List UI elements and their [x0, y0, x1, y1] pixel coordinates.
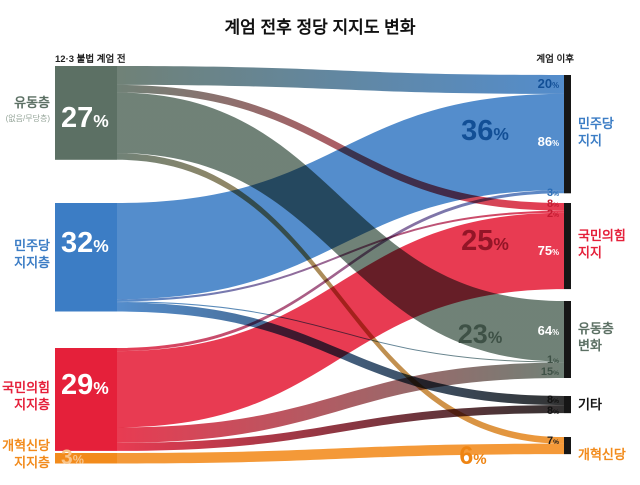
node-value-reform_before: 3%: [61, 446, 84, 469]
node-label-dem_before: 민주당: [14, 238, 50, 253]
flow-label-floating_before-dem_after: 20%: [538, 76, 559, 91]
node-value-floating_before: 27%: [61, 102, 109, 134]
flow-reform_before-reform_after: [117, 443, 564, 464]
column-header-after: 계엄 이후: [536, 54, 574, 65]
flow-dem_before-dem_after: [117, 93, 564, 300]
flow-label-ppp_before-etc_after: 8%: [547, 405, 559, 417]
node-label-dem_after: 민주당: [578, 116, 614, 131]
flow-ppp_before-etc_after: [117, 405, 564, 451]
node-label2-ppp_before: 지지층: [14, 397, 50, 412]
flow-label-dem_before-float_after: 1%: [547, 354, 559, 366]
node-bar-reform_before: [55, 453, 117, 464]
node-bar-dem_before: [55, 203, 117, 312]
node-value-float_after: 23%: [458, 319, 502, 349]
flow-label-floating_before-ppp_after: 8%: [547, 198, 559, 210]
node-bar-float_after: [564, 301, 571, 378]
chart-title: 계엄 전후 정당 지지도 변화: [224, 18, 416, 37]
flow-label-dem_before-dem_after: 86%: [538, 134, 559, 149]
flow-ppp_before-ppp_after: [117, 212, 564, 428]
flow-label-dem_before-ppp_after: 2%: [547, 208, 559, 220]
node-value-reform_after: 6%: [459, 442, 486, 470]
node-label-reform_after: 개혁신당: [578, 447, 626, 462]
node-label2-float_after: 변화: [578, 338, 602, 353]
node-sublabel-floating_before: (없음/무당층): [6, 113, 51, 123]
flow-label-floating_before-reform_after: 7%: [547, 435, 559, 447]
node-label-etc_after: 기타: [578, 397, 602, 412]
node-value-dem_before: 32%: [61, 227, 109, 259]
node-label2-ppp_after: 지지: [578, 245, 602, 260]
node-value-dem_after: 36%: [461, 115, 509, 147]
flow-ppp_before-dem_after: [117, 190, 564, 352]
node-label2-dem_before: 지지층: [14, 255, 50, 270]
node-bar-etc_after: [564, 396, 571, 414]
node-bar-floating_before: [55, 66, 117, 160]
column-header-before: 12·3 불법 계엄 전: [55, 54, 126, 65]
flow-floating_before-dem_after: [117, 66, 564, 94]
node-bar-reform_after: [564, 437, 571, 455]
node-value-ppp_after: 25%: [461, 225, 509, 257]
node-label2-reform_before: 지지층: [14, 455, 50, 470]
node-label-ppp_after: 국민의힘: [578, 228, 626, 243]
node-label-reform_before: 개혁신당: [2, 438, 50, 453]
node-bar-dem_after: [564, 75, 571, 194]
node-label2-dem_after: 지지: [578, 133, 602, 148]
flow-label-floating_before-float_after: 64%: [538, 323, 559, 338]
flow-label-ppp_before-float_after: 15%: [541, 366, 559, 378]
flow-label-ppp_before-dem_after: 3%: [547, 187, 559, 199]
node-label-ppp_before: 국민의힘: [2, 380, 50, 395]
node-value-ppp_before: 29%: [61, 369, 109, 401]
flow-ppp_before-float_after: [117, 362, 564, 443]
node-label-floating_before: 유동층: [14, 95, 50, 110]
flow-dem_before-ppp_after: [117, 210, 564, 302]
flow-label-dem_before-etc_after: 8%: [547, 394, 559, 406]
node-bar-ppp_before: [55, 348, 117, 451]
node-bar-ppp_after: [564, 203, 571, 290]
flow-label-ppp_before-ppp_after: 75%: [538, 243, 559, 258]
flow-floating_before-ppp_after: [117, 84, 564, 211]
node-label-float_after: 유동층: [578, 321, 614, 336]
